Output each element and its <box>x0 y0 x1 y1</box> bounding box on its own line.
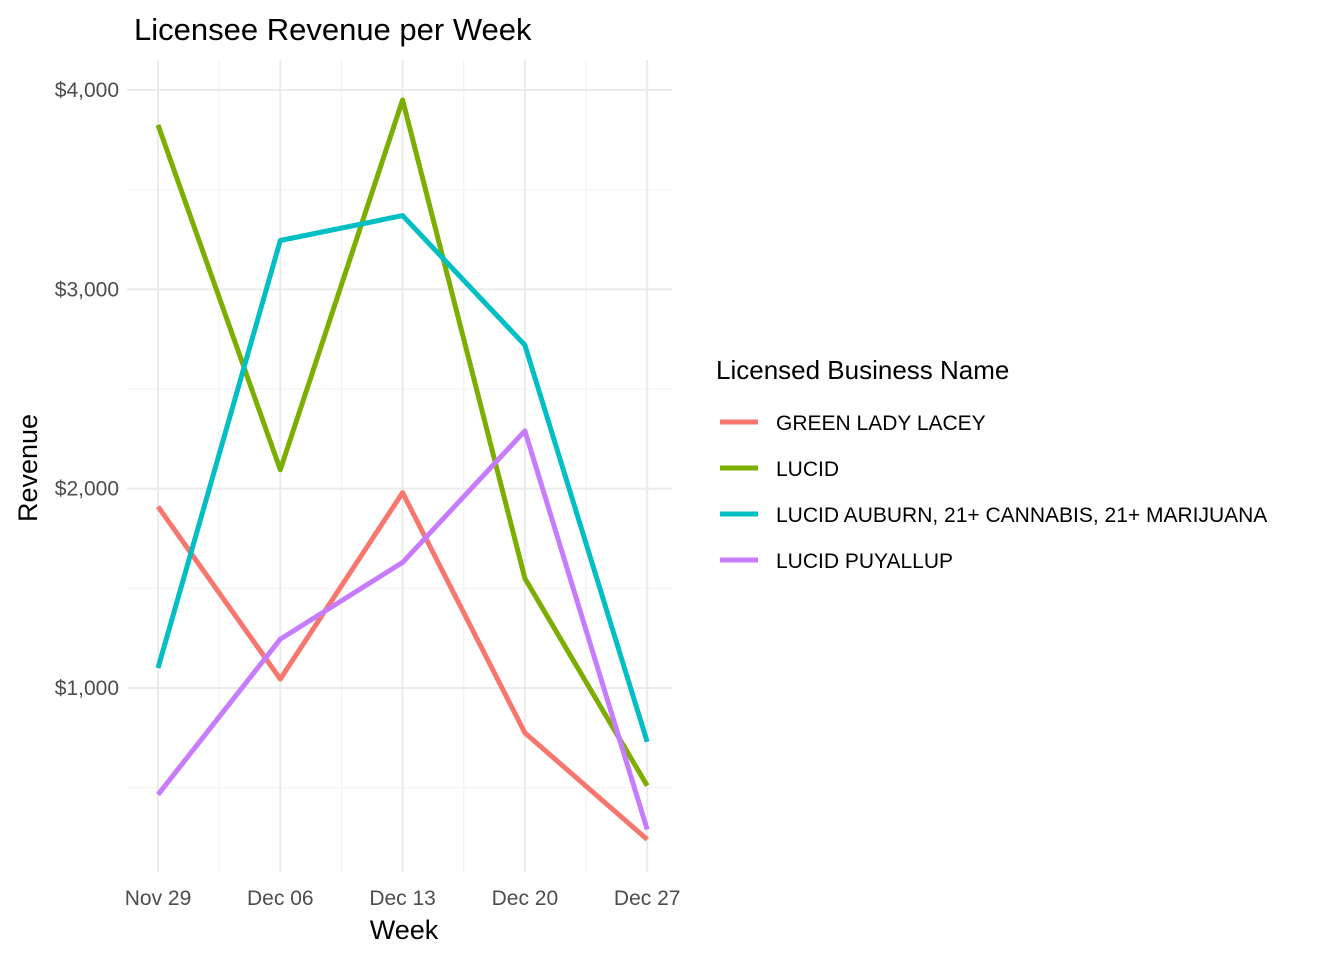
y-tick-label: $2,000 <box>55 478 119 501</box>
legend: Licensed Business Name GREEN LADY LACEY L… <box>716 355 1267 573</box>
y-axis-title: Revenue <box>13 414 43 522</box>
legend-item: LUCID AUBURN, 21+ CANNABIS, 21+ MARIJUAN… <box>720 504 1267 527</box>
x-tick-label: Dec 13 <box>369 887 436 910</box>
y-axis-ticks: $1,000 $2,000 $3,000 $4,000 <box>55 79 119 700</box>
legend-item: LUCID PUYALLUP <box>720 550 953 573</box>
legend-label: LUCID PUYALLUP <box>776 550 953 573</box>
chart-title: Licensee Revenue per Week <box>134 12 532 47</box>
x-tick-label: Nov 29 <box>125 887 192 910</box>
grid <box>127 60 672 872</box>
series-line-4 <box>156 428 650 831</box>
y-tick-label: $3,000 <box>55 278 119 301</box>
legend-label: LUCID <box>776 458 839 481</box>
x-axis-title: Week <box>370 915 439 945</box>
series-line-3 <box>155 213 650 743</box>
y-tick-label: $4,000 <box>55 79 119 102</box>
x-axis-ticks: Nov 29 Dec 06 Dec 13 Dec 20 Dec 27 <box>125 887 681 910</box>
series-line-1 <box>155 490 649 842</box>
x-tick-label: Dec 06 <box>247 887 314 910</box>
legend-item: GREEN LADY LACEY <box>720 412 986 435</box>
x-tick-label: Dec 27 <box>614 887 681 910</box>
legend-item: LUCID <box>720 458 839 481</box>
legend-label: GREEN LADY LACEY <box>776 412 986 435</box>
y-tick-label: $1,000 <box>55 677 119 700</box>
x-tick-label: Dec 20 <box>492 887 559 910</box>
series-line-2 <box>155 97 650 787</box>
series-layer <box>155 97 650 842</box>
legend-label: LUCID AUBURN, 21+ CANNABIS, 21+ MARIJUAN… <box>776 504 1267 527</box>
legend-title: Licensed Business Name <box>716 355 1009 385</box>
